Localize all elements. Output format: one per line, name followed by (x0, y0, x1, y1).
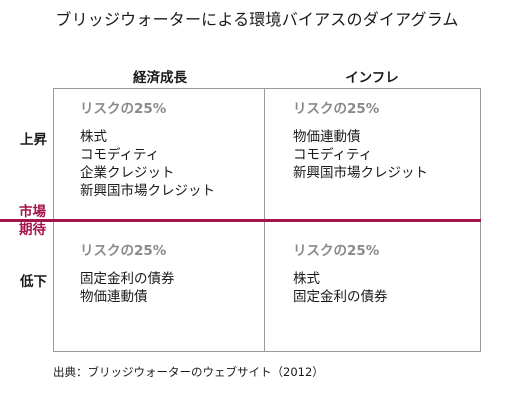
source-note: 出典：ブリッジウォーターのウェブサイト（2012） (53, 365, 324, 379)
risk-share-label: リスクの25% (80, 243, 167, 259)
diagram-title: ブリッジウォーターによる環境バイアスのダイアグラム (55, 10, 459, 29)
risk-share-label: リスクの25% (80, 101, 167, 117)
asset-item: コモディティ (80, 147, 160, 163)
asset-item: 企業クレジット (80, 165, 175, 181)
row-label-market-expectation: 市場期待 (19, 204, 46, 238)
risk-share-label: リスクの25% (293, 101, 380, 117)
asset-item: 株式 (80, 129, 107, 145)
risk-share-label: リスクの25% (293, 243, 380, 259)
asset-item: 物価連動債 (80, 289, 148, 305)
quadrant-bottom-left: リスクの25% 固定金利の債券 物価連動債 (80, 242, 280, 306)
row-label-fall: 低下 (20, 274, 47, 290)
quadrant-top-right: リスクの25% 物価連動債 コモディティ 新興国市場クレジット (293, 100, 493, 182)
asset-item: 新興国市場クレジット (80, 183, 215, 199)
asset-item: 物価連動債 (293, 129, 361, 145)
quadrant-top-left: リスクの25% 株式 コモディティ 企業クレジット 新興国市場クレジット (80, 100, 280, 200)
asset-item: 固定金利の債券 (80, 271, 175, 287)
column-header-growth: 経済成長 (133, 70, 187, 86)
quadrant-bottom-right: リスクの25% 株式 固定金利の債券 (293, 242, 493, 306)
asset-item: 新興国市場クレジット (293, 165, 428, 181)
market-expectation-line (0, 219, 481, 222)
row-label-rise: 上昇 (20, 132, 47, 148)
asset-item: 固定金利の債券 (293, 289, 388, 305)
asset-item: 株式 (293, 271, 320, 287)
column-header-inflation: インフレ (345, 70, 399, 86)
asset-item: コモディティ (293, 147, 373, 163)
